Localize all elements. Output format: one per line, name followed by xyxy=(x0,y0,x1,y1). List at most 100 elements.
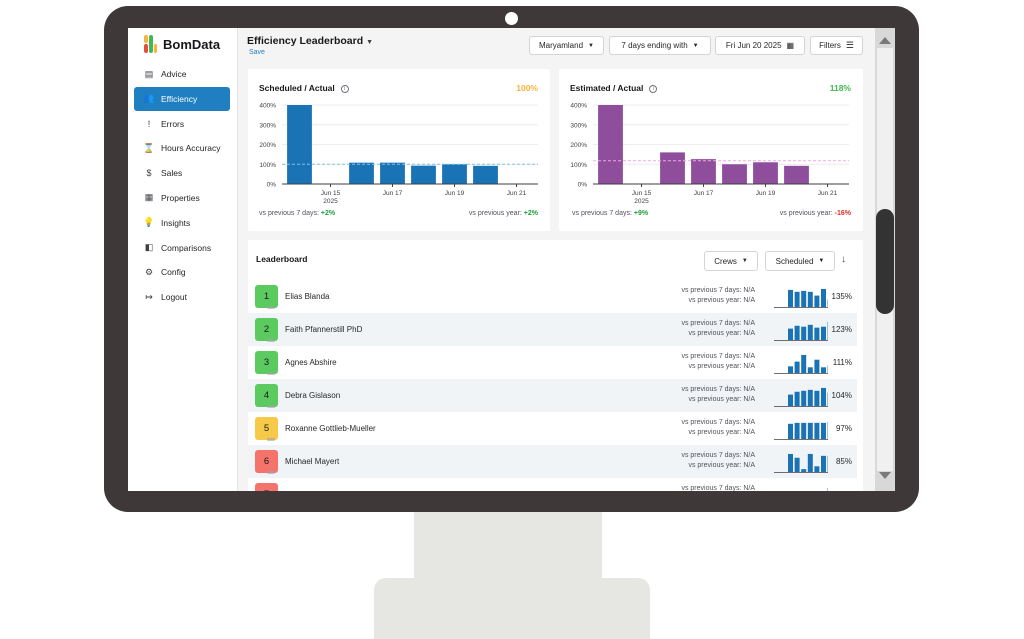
leaderboard-row[interactable]: 2 Faith Pfannerstill PhD vs previous 7 day… xyxy=(248,313,857,346)
sidebar-item-label: Hours Accuracy xyxy=(161,143,221,154)
rank-badge: 1 xyxy=(255,285,278,308)
efficiency-percentage: 123% xyxy=(831,325,852,334)
sparkline-bar xyxy=(814,359,820,373)
period-select[interactable]: 7 days ending with ▼ xyxy=(609,36,711,55)
sparkline-bar xyxy=(788,423,793,439)
vs-previous-week: vs previous 7 days: N/A xyxy=(681,419,755,426)
sidebar-item-logout[interactable]: ↦ Logout xyxy=(134,285,230,309)
sidebar-item-config[interactable]: ⚙ Config xyxy=(134,260,230,284)
leaderboard-row[interactable]: 5 Roxanne Gottlieb-Mueller vs previous 7 d… xyxy=(248,412,857,445)
sidebar-item-label: Sales xyxy=(161,168,183,179)
card-percentage: 100% xyxy=(516,83,538,93)
info-icon[interactable]: i xyxy=(340,85,349,93)
lightbulb-icon: 💡 xyxy=(143,217,155,228)
rank-badge: 7 xyxy=(255,483,278,491)
filters-button[interactable]: Filters ☰ xyxy=(810,36,863,55)
sidebar-item-label: Config xyxy=(161,267,186,278)
save-link[interactable]: Save xyxy=(249,49,265,56)
vs-previous-year: vs previous year: N/A xyxy=(688,330,755,337)
y-tick-label: 400% xyxy=(259,103,276,110)
hourglass-icon: ⌛ xyxy=(143,142,155,153)
card-title-text: Scheduled / Actual xyxy=(259,83,335,93)
scroll-down-icon[interactable] xyxy=(879,472,891,479)
x-tick-label: Jun 15 xyxy=(321,190,341,197)
sparkline-bar xyxy=(801,390,807,406)
sparkline-bar xyxy=(821,288,826,307)
row-comparison: vs previous 7 days: N/Avs previous year:… xyxy=(681,484,755,491)
sparkline-bar xyxy=(814,295,820,307)
sparkline-bar xyxy=(788,366,793,373)
sparkline-bar xyxy=(794,422,800,439)
crew-name: Elias Blanda xyxy=(285,292,330,301)
rank-badge: 6 xyxy=(255,450,278,473)
sparkline-bar xyxy=(794,457,800,472)
page-title[interactable]: Efficiency Leaderboard ▼ xyxy=(247,35,373,47)
scroll-up-icon[interactable] xyxy=(879,37,891,44)
sidebar-item-label: Properties xyxy=(161,192,200,203)
sparkline xyxy=(774,354,828,374)
calendar-icon: ▦ xyxy=(786,41,795,50)
sparkline-bar xyxy=(794,361,800,373)
sparkline-bar xyxy=(814,327,820,340)
efficiency-percentage: 80% xyxy=(836,490,852,491)
location-select[interactable]: Maryamland ▼ xyxy=(529,36,604,55)
sidebar-item-efficiency[interactable]: 👥 Efficiency xyxy=(134,86,230,111)
leaderboard-row[interactable]: 6 Michael Mayert vs previous 7 days: N/A vs… xyxy=(248,445,857,478)
sort-by-select[interactable]: Scheduled ▼ xyxy=(765,251,835,271)
sparkline-bar xyxy=(814,466,820,472)
chart-bar xyxy=(784,165,809,184)
chevron-down-icon: ▼ xyxy=(818,258,825,264)
leaderboard-row[interactable]: 4 Debra Gislason vs previous 7 days: N/A vs… xyxy=(248,379,857,412)
group-by-value: Crews xyxy=(714,256,737,266)
building-icon: ▦ xyxy=(144,192,154,203)
app-screen: BomData ▤ Advice 👥 Efficiency! Errors ⌛ Hours … xyxy=(128,28,895,491)
sparkline-bar xyxy=(821,326,826,340)
chart-bar xyxy=(411,165,436,184)
page-title-text: Efficiency Leaderboard xyxy=(247,35,364,47)
leaderboard-row[interactable]: 1 Elias Blanda vs previous 7 days: N/A vs p… xyxy=(248,280,857,313)
info-icon[interactable]: i xyxy=(649,85,658,93)
sidebar-item-hours-accuracy[interactable]: ⌛ Hours Accuracy xyxy=(134,136,230,160)
rank-badge: 2 xyxy=(255,318,278,341)
vs-previous-week-value: +2% xyxy=(320,210,336,217)
sparkline-bar xyxy=(801,354,807,373)
period-select-value: 7 days ending with xyxy=(621,41,688,50)
sort-direction-icon[interactable]: ↓ xyxy=(841,254,846,265)
x-tick-label: Jun 15 xyxy=(632,190,652,197)
sidebar-item-label: Insights xyxy=(161,217,191,228)
date-picker[interactable]: Fri Jun 20 2025 ▦ xyxy=(715,36,805,55)
vs-previous-year-label: vs previous year: xyxy=(779,210,833,217)
vs-previous-year: vs previous year: N/A xyxy=(688,462,755,469)
leaderboard-row[interactable]: 3 Agnes Abshire vs previous 7 days: N/A vs … xyxy=(248,346,857,379)
title-caret-icon: ▼ xyxy=(366,39,374,46)
monitor-stand-base xyxy=(374,578,650,639)
filter-icon: ☰ xyxy=(845,40,854,50)
efficiency-percentage: 85% xyxy=(835,457,852,466)
sparkline-bar xyxy=(807,453,813,472)
sparkline-bar xyxy=(801,422,807,439)
y-tick-label: 200% xyxy=(570,142,587,149)
sidebar-item-properties[interactable]: ▦ Properties xyxy=(134,186,230,210)
sidebar-item-comparisons[interactable]: ◧ Comparisons xyxy=(134,236,230,260)
leaderboard-title: Leaderboard xyxy=(256,254,308,264)
vs-previous-year: vs previous year: N/A xyxy=(688,363,755,370)
crew-name: Michael Mayert xyxy=(285,457,340,466)
sidebar-item-advice[interactable]: ▤ Advice xyxy=(134,62,230,86)
group-by-select[interactable]: Crews ▼ xyxy=(704,251,758,271)
sparkline-bar xyxy=(807,389,813,406)
sidebar-item-sales[interactable]: $ Sales xyxy=(134,161,230,185)
sidebar-item-errors[interactable]: ! Errors xyxy=(134,112,230,136)
sparkline xyxy=(774,321,828,341)
sparkline-bar xyxy=(821,367,826,373)
leaderboard-row[interactable]: 7 Shane Cummings vs previous 7 days: N/Avs… xyxy=(248,478,857,491)
brand[interactable]: BomData xyxy=(144,35,220,53)
vs-previous-year-value: -16% xyxy=(834,210,851,217)
scrollbar-thumb[interactable] xyxy=(876,209,894,314)
chart-bar xyxy=(287,105,312,184)
sparkline-bar xyxy=(794,391,800,406)
sidebar-item-insights[interactable]: 💡 Insights xyxy=(134,211,230,235)
x-tick-label: Jun 21 xyxy=(507,190,527,197)
